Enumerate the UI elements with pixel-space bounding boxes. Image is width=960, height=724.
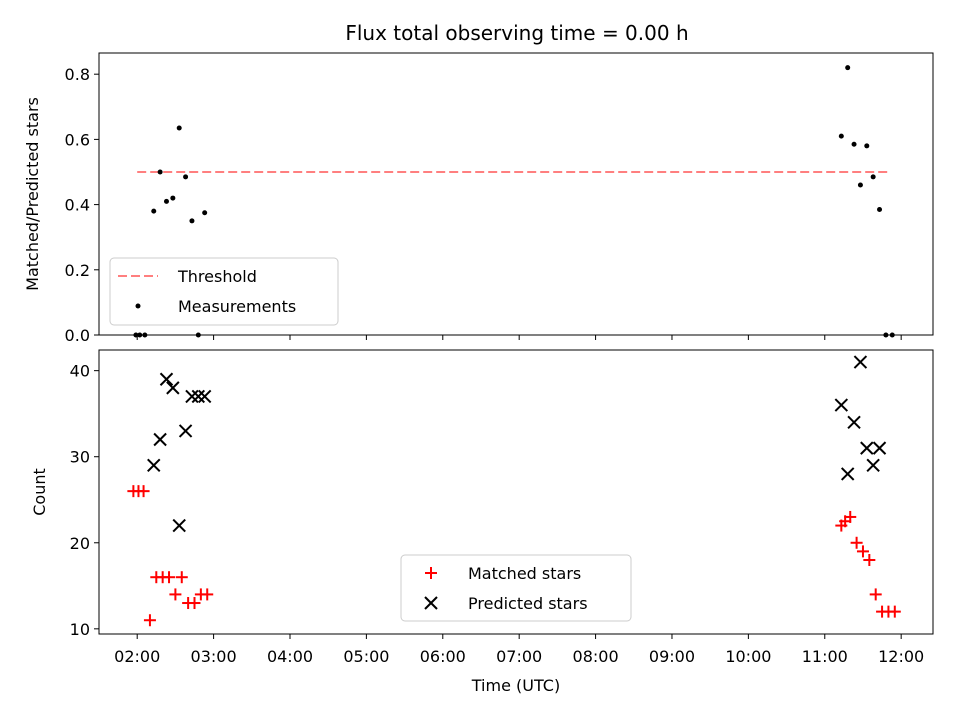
x-tick-label: 09:00 [649,647,695,666]
top-y-tick-label: 0.0 [65,326,90,345]
bottom-y-tick-label: 20 [70,534,90,553]
predicted-star-point [191,389,206,404]
chart-title: Flux total observing time = 0.00 h [345,21,688,45]
x-tick-label: 05:00 [343,647,389,666]
measurement-point [176,125,182,131]
matched-star-point [188,597,201,610]
measurement-point [883,332,889,338]
top-y-tick-label: 0.8 [65,65,90,84]
x-tick-label: 08:00 [573,647,619,666]
top-y-tick-label: 0.4 [65,196,90,215]
measurement-point [838,133,844,139]
x-tick-label: 04:00 [267,647,313,666]
measurement-point [195,332,201,338]
measurement-point [170,195,176,201]
bottom-y-tick-label: 10 [70,620,90,639]
top-x-ticks [136,335,902,340]
measurement-point [870,174,876,180]
matched-star-point [869,588,882,601]
matched-star-point [143,614,156,627]
bottom-y-tick-label: 30 [70,448,90,467]
measurement-point [845,65,851,71]
matched-stars-legend-label: Matched stars [468,564,581,583]
top-y-tick-label: 0.2 [65,261,90,280]
predicted-star-point [172,518,186,533]
measurement-point [189,218,195,224]
measurement-point [851,141,857,147]
count-points [127,355,901,627]
predicted-star-point [153,432,167,447]
measurements-legend-label: Measurements [178,297,296,316]
measurement-points [133,65,895,338]
matched-star-point [201,588,214,601]
x-axis-label: Time (UTC) [471,676,560,695]
measurement-point [183,174,189,180]
measurement-point [202,210,208,216]
top-legend-box [109,257,339,326]
bottom-y-ticks: 10 20 30 40 [70,362,99,639]
predicted-star-point [840,467,855,481]
matched-star-point [175,571,188,584]
top-axes-frame [98,52,934,336]
measurements-legend-swatch [135,303,141,309]
bottom-y-axis-label: Count [30,468,49,516]
predicted-star-point [853,355,868,369]
bottom-legend-box [400,554,632,622]
matched-star-point [856,545,869,558]
predicted-star-point [847,415,861,429]
top-legend: Threshold Measurements [109,257,339,326]
x-tick-label: 02:00 [114,647,160,666]
x-tick-label: 03:00 [191,647,237,666]
predicted-star-point [866,458,880,473]
matched-star-point [888,605,901,618]
matched-star-point [137,485,150,498]
bottom-axes-frame [98,349,934,635]
predicted-star-point [197,389,212,404]
measurement-point [163,198,169,204]
top-y-axis-label: Matched/Predicted stars [23,97,42,291]
measurement-point [157,169,163,175]
threshold-legend-label: Threshold [177,267,257,286]
x-tick-label: 10:00 [725,647,771,666]
bottom-y-tick-label: 40 [70,362,90,381]
x-tick-label: 11:00 [802,647,848,666]
top-y-ticks: 0.0 0.2 0.4 0.6 0.8 [65,65,99,345]
predicted-star-point [872,441,887,455]
predicted-star-point [834,398,849,412]
matched-star-point [863,553,876,566]
measurement-point [142,332,148,338]
predicted-star-point [178,424,193,438]
matched-star-point [844,510,857,523]
measurement-point [133,332,139,338]
measurement-point [857,182,863,188]
x-tick-label: 07:00 [496,647,542,666]
x-tick-label: 12:00 [878,647,924,666]
measurement-point [151,208,157,214]
top-panel: 0.00.20.40.60.8 Matched/Predicted stars … [23,52,934,345]
predicted-star-point [147,458,161,473]
predicted-star-point [159,372,174,386]
matched-star-point [850,536,863,549]
bottom-legend: Matched stars Predicted stars [400,554,632,622]
predicted-star-point [166,381,180,395]
x-tick-label: 06:00 [420,647,466,666]
predicted-star-point [860,441,874,455]
measurement-point [889,332,895,338]
matched-stars-legend-swatch [425,567,437,579]
predicted-stars-legend-swatch [424,596,438,610]
matched-star-point [169,588,182,601]
matched-star-point [163,571,176,584]
predicted-stars-legend-label: Predicted stars [468,594,588,613]
bottom-x-ticks: 02:00 03:00 04:00 05:00 06:00 07:00 08:00 09:00… [114,634,924,666]
measurement-point [137,332,143,338]
measurement-point [877,206,883,212]
predicted-star-point [185,389,199,404]
measurement-point [864,143,870,149]
top-y-tick-label: 0.6 [65,130,90,149]
